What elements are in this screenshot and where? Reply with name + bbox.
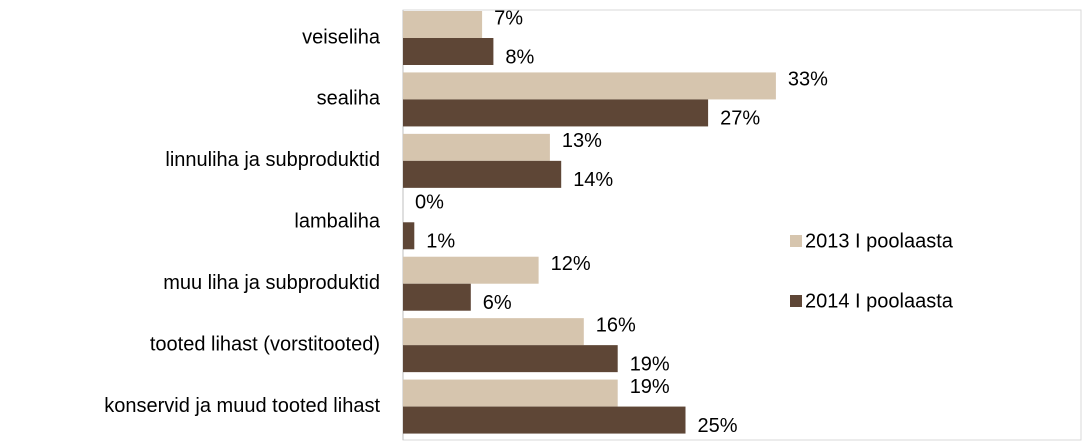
- value-label: 7%: [494, 7, 523, 29]
- value-label: 19%: [630, 376, 670, 398]
- value-label: 8%: [505, 46, 534, 68]
- category-label: tooted lihast (vorstitooted): [150, 333, 380, 355]
- category-label: muu liha ja subproduktid: [163, 272, 380, 294]
- value-label: 19%: [630, 353, 670, 375]
- value-label: 33%: [788, 69, 828, 91]
- value-label: 14%: [573, 169, 613, 191]
- category-label: lambaliha: [294, 211, 380, 233]
- legend-swatch: [790, 295, 802, 307]
- value-label: 16%: [596, 314, 636, 336]
- bar: [403, 99, 709, 127]
- legend-label: 2013 I poolaasta: [805, 230, 954, 252]
- bar: [403, 318, 584, 346]
- bar: [403, 160, 562, 188]
- bar: [403, 256, 539, 284]
- value-label: 25%: [698, 415, 738, 437]
- category-label: sealiha: [317, 88, 381, 110]
- bar: [403, 222, 415, 250]
- legend-swatch: [790, 235, 802, 247]
- bar: [403, 11, 483, 38]
- value-label: 0%: [415, 192, 444, 214]
- bar: [403, 283, 471, 311]
- bar: [403, 379, 618, 407]
- bar: [403, 345, 618, 373]
- legend-label: 2014 I poolaasta: [805, 290, 954, 312]
- category-label: veiseliha: [302, 26, 381, 48]
- bar: [403, 406, 686, 434]
- value-label: 27%: [720, 108, 760, 130]
- value-label: 6%: [483, 292, 512, 314]
- value-label: 13%: [562, 130, 602, 152]
- value-label: 1%: [426, 231, 455, 253]
- category-label: linnuliha ja subproduktid: [165, 149, 380, 171]
- category-label: konservid ja muud tooted lihast: [104, 395, 380, 417]
- bar: [403, 38, 494, 65]
- bar: [403, 133, 550, 161]
- bar: [403, 72, 776, 100]
- value-label: 12%: [551, 253, 591, 275]
